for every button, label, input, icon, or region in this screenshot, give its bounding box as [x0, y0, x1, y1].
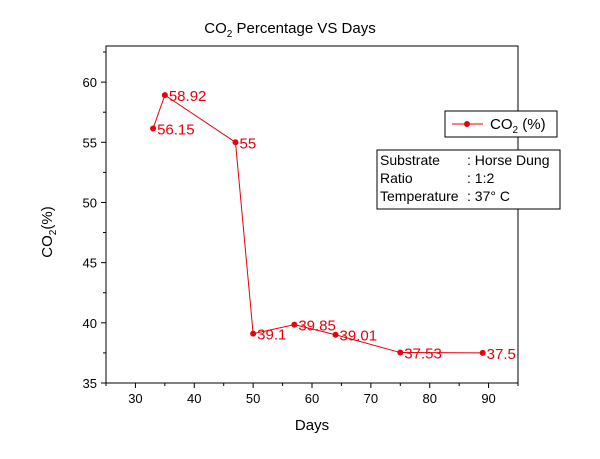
data-point [291, 321, 298, 328]
info-substrate-key: Substrate [380, 152, 440, 168]
data-point-label: 39.85 [298, 318, 336, 335]
chart-title-sub: 2 [227, 29, 233, 40]
data-point [150, 125, 157, 132]
y-axis-label-rest: (%) [39, 206, 56, 229]
legend-label-sub: 2 [513, 125, 519, 136]
data-point-label: 58.92 [169, 88, 207, 105]
data-point-label: 56.15 [157, 121, 195, 138]
series-line [152, 94, 483, 354]
axis-ticks: 30 40 50 60 70 80 90 35 40 45 50 55 60 [83, 51, 519, 406]
info-temperature-value: : 37° C [467, 188, 510, 204]
x-tick-label: 60 [305, 391, 319, 406]
info-box-frame [376, 149, 561, 210]
y-axis-label: CO2(%) [39, 206, 59, 257]
legend-label-rest: (%) [518, 116, 546, 133]
chart-title-rest: Percentage VS Days [232, 20, 375, 37]
chart-title: CO2 Percentage VS Days [204, 20, 375, 40]
x-tick-label: 90 [481, 391, 495, 406]
data-point [161, 92, 168, 99]
legend-marker [464, 121, 470, 127]
y-tick-label: 40 [83, 316, 97, 331]
legend-label-main: CO [490, 116, 513, 133]
data-point-label: 37.53 [404, 346, 442, 363]
x-axis-label: Days [295, 417, 329, 434]
info-temperature-key: Temperature [380, 188, 459, 204]
info-substrate-value: : Horse Dung [467, 152, 549, 168]
data-point [232, 139, 239, 146]
series-layer [150, 92, 486, 356]
y-tick-label: 55 [83, 135, 97, 150]
x-tick-label: 30 [128, 391, 142, 406]
x-tick-label: 80 [422, 391, 436, 406]
x-tick-label: 70 [364, 391, 378, 406]
info-ratio-value: : 1:2 [467, 170, 494, 186]
data-point [397, 349, 404, 356]
data-point-label: 37.5 [487, 346, 516, 363]
info-ratio-key: Ratio [380, 170, 413, 186]
data-point-label: 39.1 [257, 327, 286, 344]
y-axis-label-sub: 2 [48, 229, 59, 235]
data-point-label: 55 [239, 135, 256, 152]
y-tick-label: 35 [83, 376, 97, 391]
y-axis-label-main: CO [39, 235, 56, 258]
data-point [250, 330, 257, 337]
x-tick-label: 40 [187, 391, 201, 406]
data-point [332, 331, 339, 338]
x-tick-label: 50 [246, 391, 260, 406]
legend-label: CO2 (%) [490, 116, 546, 136]
y-tick-label: 50 [83, 195, 97, 210]
chart-title-main: CO [204, 20, 227, 37]
data-point [479, 349, 486, 356]
y-tick-label: 45 [83, 256, 97, 271]
data-point-label: 39.01 [340, 328, 378, 345]
legend: CO2 (%) [444, 110, 558, 138]
y-tick-label: 60 [83, 75, 97, 90]
info-box: Substrate : Horse Dung Ratio : 1:2 Tempe… [376, 149, 561, 210]
